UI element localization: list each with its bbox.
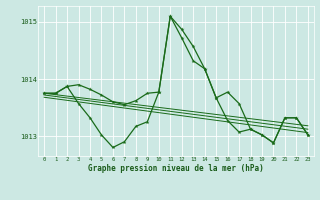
X-axis label: Graphe pression niveau de la mer (hPa): Graphe pression niveau de la mer (hPa): [88, 164, 264, 173]
